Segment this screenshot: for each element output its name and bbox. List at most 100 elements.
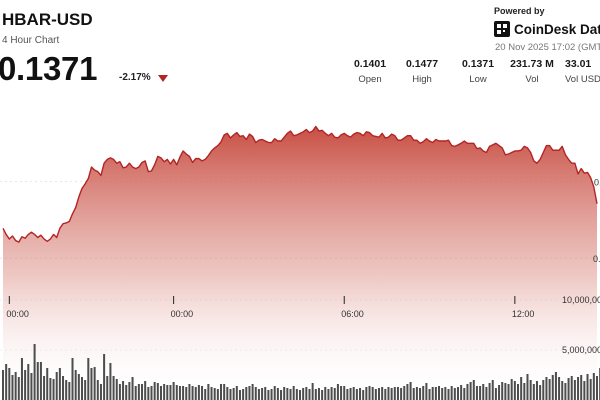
volume-bar: [33, 344, 36, 400]
volume-bar: [254, 387, 257, 400]
volume-bar: [191, 386, 194, 400]
volume-bar: [232, 388, 235, 400]
volume-bar: [564, 383, 567, 400]
timestamp: 20 Nov 2025 17:02 (GMT): [495, 42, 600, 53]
volume-bar: [554, 372, 557, 400]
volume-bar: [163, 384, 166, 400]
volume-bar: [93, 367, 96, 400]
volume-bar: [242, 389, 245, 400]
volume-bar: [109, 363, 112, 400]
volume-bar: [248, 386, 251, 400]
price-area: [3, 126, 597, 400]
volume-bar: [419, 388, 422, 400]
volume-bar: [17, 377, 20, 400]
volume-bar: [548, 379, 551, 400]
volume-bar: [286, 388, 289, 400]
volume-bar: [314, 389, 317, 400]
volume-bar: [264, 387, 267, 400]
volume-bar: [336, 384, 339, 400]
volume-bar: [577, 377, 580, 400]
volume-bar: [103, 354, 106, 400]
volume-bar: [201, 386, 204, 400]
volume-bar: [261, 388, 264, 400]
volume-bar: [118, 384, 121, 400]
volume-bar: [197, 385, 200, 400]
volume-bar: [226, 387, 229, 400]
volume-bar: [273, 386, 276, 400]
volume-bar: [188, 384, 191, 400]
volume-bar: [491, 380, 494, 400]
volume-bar: [289, 389, 292, 400]
volume-bar: [11, 375, 14, 400]
stat-volume-usd: 33.01 Vol USD: [565, 58, 600, 85]
volume-y-tick-label: 5,000,000: [562, 345, 600, 355]
volume-bar: [542, 380, 545, 400]
volume-bar: [374, 389, 377, 400]
volume-bar: [539, 385, 542, 400]
volume-bar: [396, 387, 399, 400]
volume-bar: [175, 385, 178, 400]
volume-bar: [128, 382, 131, 400]
volume-bar: [485, 387, 488, 400]
volume-bar: [251, 384, 254, 400]
volume-bar: [517, 384, 520, 400]
volume-bar: [317, 388, 320, 400]
price-change: -2.17%: [119, 72, 151, 83]
volume-bar: [141, 384, 144, 400]
volume-bar: [80, 377, 83, 400]
brand-logo[interactable]: CoinDesk Data: [494, 19, 600, 39]
x-tick-label: 12:00: [512, 309, 535, 319]
volume-bar: [166, 385, 169, 400]
volume-bar: [49, 378, 52, 400]
volume-bar: [137, 384, 140, 400]
volume-bar: [280, 390, 283, 400]
volume-bar: [333, 388, 336, 400]
volume-bars: [1, 344, 600, 400]
volume-bar: [359, 388, 362, 400]
volume-bar: [377, 388, 380, 400]
volume-bar: [412, 388, 415, 400]
volume-bar: [387, 387, 390, 400]
volume-bar: [595, 376, 599, 400]
volume-bar: [343, 386, 346, 400]
volume-bar: [400, 388, 403, 400]
volume-bar: [276, 388, 279, 400]
volume-bar: [295, 389, 298, 400]
volume-bar: [393, 387, 396, 400]
x-tick-label: 00:00: [171, 309, 194, 319]
stat-value: 231.73 M: [510, 58, 554, 70]
volume-bar: [150, 386, 153, 400]
volume-bar: [425, 383, 428, 400]
volume-bar: [431, 387, 434, 400]
chart-interval: 4 Hour Chart: [2, 35, 60, 46]
volume-bar: [43, 376, 46, 400]
volume-bar: [362, 390, 365, 400]
price-y-tick-label: 0.13: [593, 254, 600, 264]
volume-bar: [68, 382, 71, 400]
stat-label: Open: [358, 74, 382, 85]
volume-bar: [340, 386, 343, 400]
volume-bar: [558, 377, 561, 400]
volume-bar: [30, 373, 33, 400]
stat-label: Vol: [525, 74, 539, 85]
volume-bar: [194, 387, 197, 400]
volume-bar: [106, 376, 109, 400]
volume-bar: [55, 372, 58, 400]
volume-bar: [406, 384, 409, 400]
volume-bar: [270, 389, 273, 400]
volume-bar: [494, 388, 497, 400]
volume-bar: [90, 368, 93, 400]
volume-bar: [305, 387, 308, 400]
volume-bar: [523, 383, 526, 400]
volume-bar: [507, 384, 510, 400]
volume-bar: [156, 383, 159, 400]
volume-bar: [14, 372, 17, 400]
coindesk-logo-icon: [494, 21, 510, 37]
volume-bar: [46, 368, 49, 400]
volume-bar: [469, 382, 472, 400]
volume-bar: [371, 387, 374, 400]
volume-bar: [321, 390, 324, 400]
volume-bar: [134, 386, 137, 400]
volume-bar: [74, 370, 77, 400]
volume-bar: [71, 358, 74, 400]
